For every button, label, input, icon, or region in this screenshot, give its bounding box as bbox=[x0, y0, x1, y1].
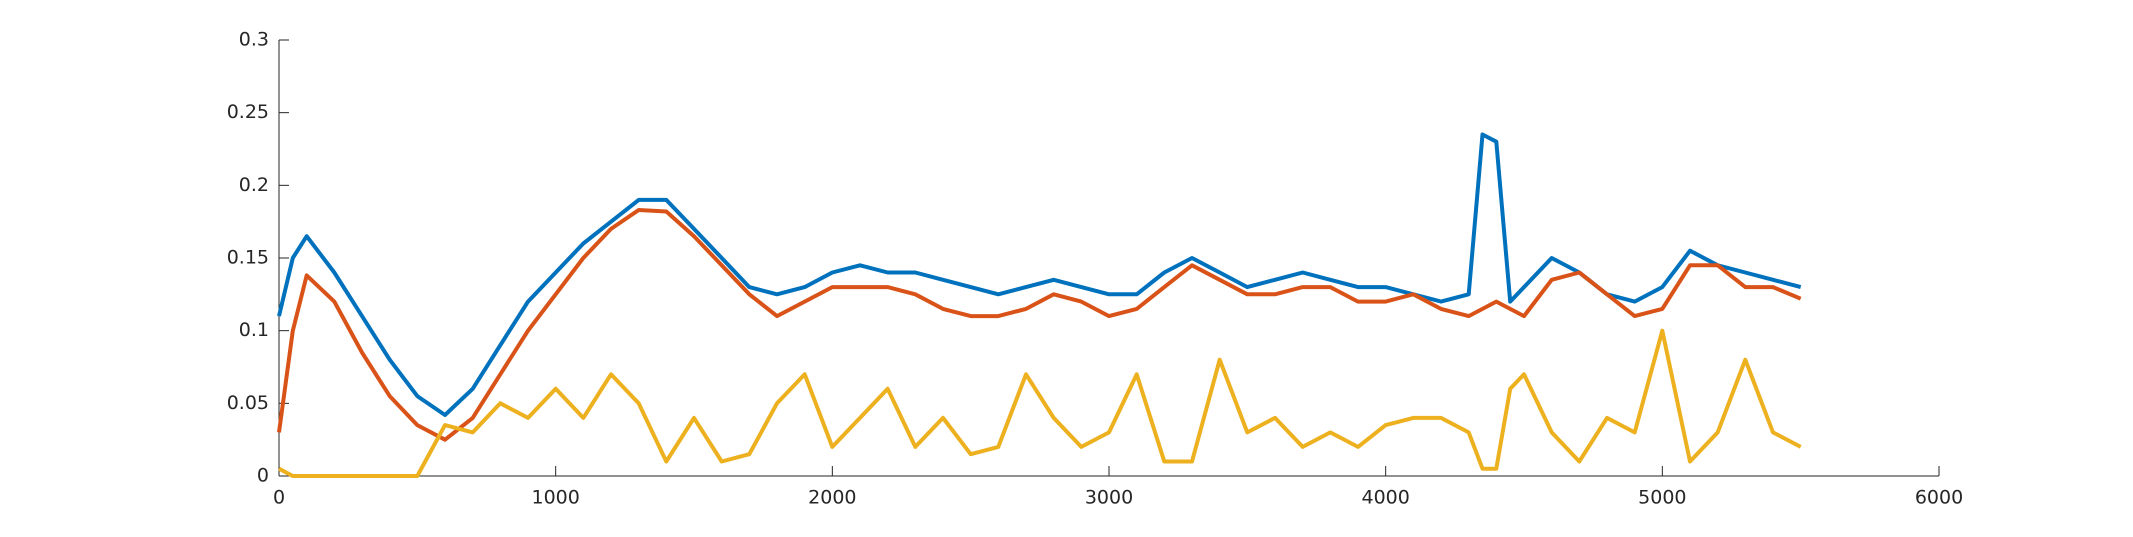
x-tick-label: 1000 bbox=[531, 487, 579, 509]
y-tick-label: 0.15 bbox=[227, 247, 269, 269]
series-line bbox=[277, 132, 1802, 417]
x-tick-label: 6000 bbox=[1915, 487, 1963, 509]
y-tick-label: 0 bbox=[257, 465, 269, 487]
x-tick-label: 3000 bbox=[1085, 487, 1133, 509]
y-tick-label: 0.1 bbox=[239, 319, 269, 341]
x-tick-label: 2000 bbox=[808, 487, 856, 509]
y-tick-label: 0.2 bbox=[239, 174, 269, 196]
series-line bbox=[277, 208, 1802, 442]
y-tick-label: 0.25 bbox=[227, 101, 269, 123]
x-tick-label: 0 bbox=[273, 487, 285, 509]
series-line bbox=[278, 328, 1802, 478]
x-tick-label: 4000 bbox=[1361, 487, 1409, 509]
y-tick-label: 0.3 bbox=[239, 29, 269, 51]
y-tick-label: 0.05 bbox=[227, 392, 269, 414]
x-tick-label: 5000 bbox=[1638, 487, 1686, 509]
